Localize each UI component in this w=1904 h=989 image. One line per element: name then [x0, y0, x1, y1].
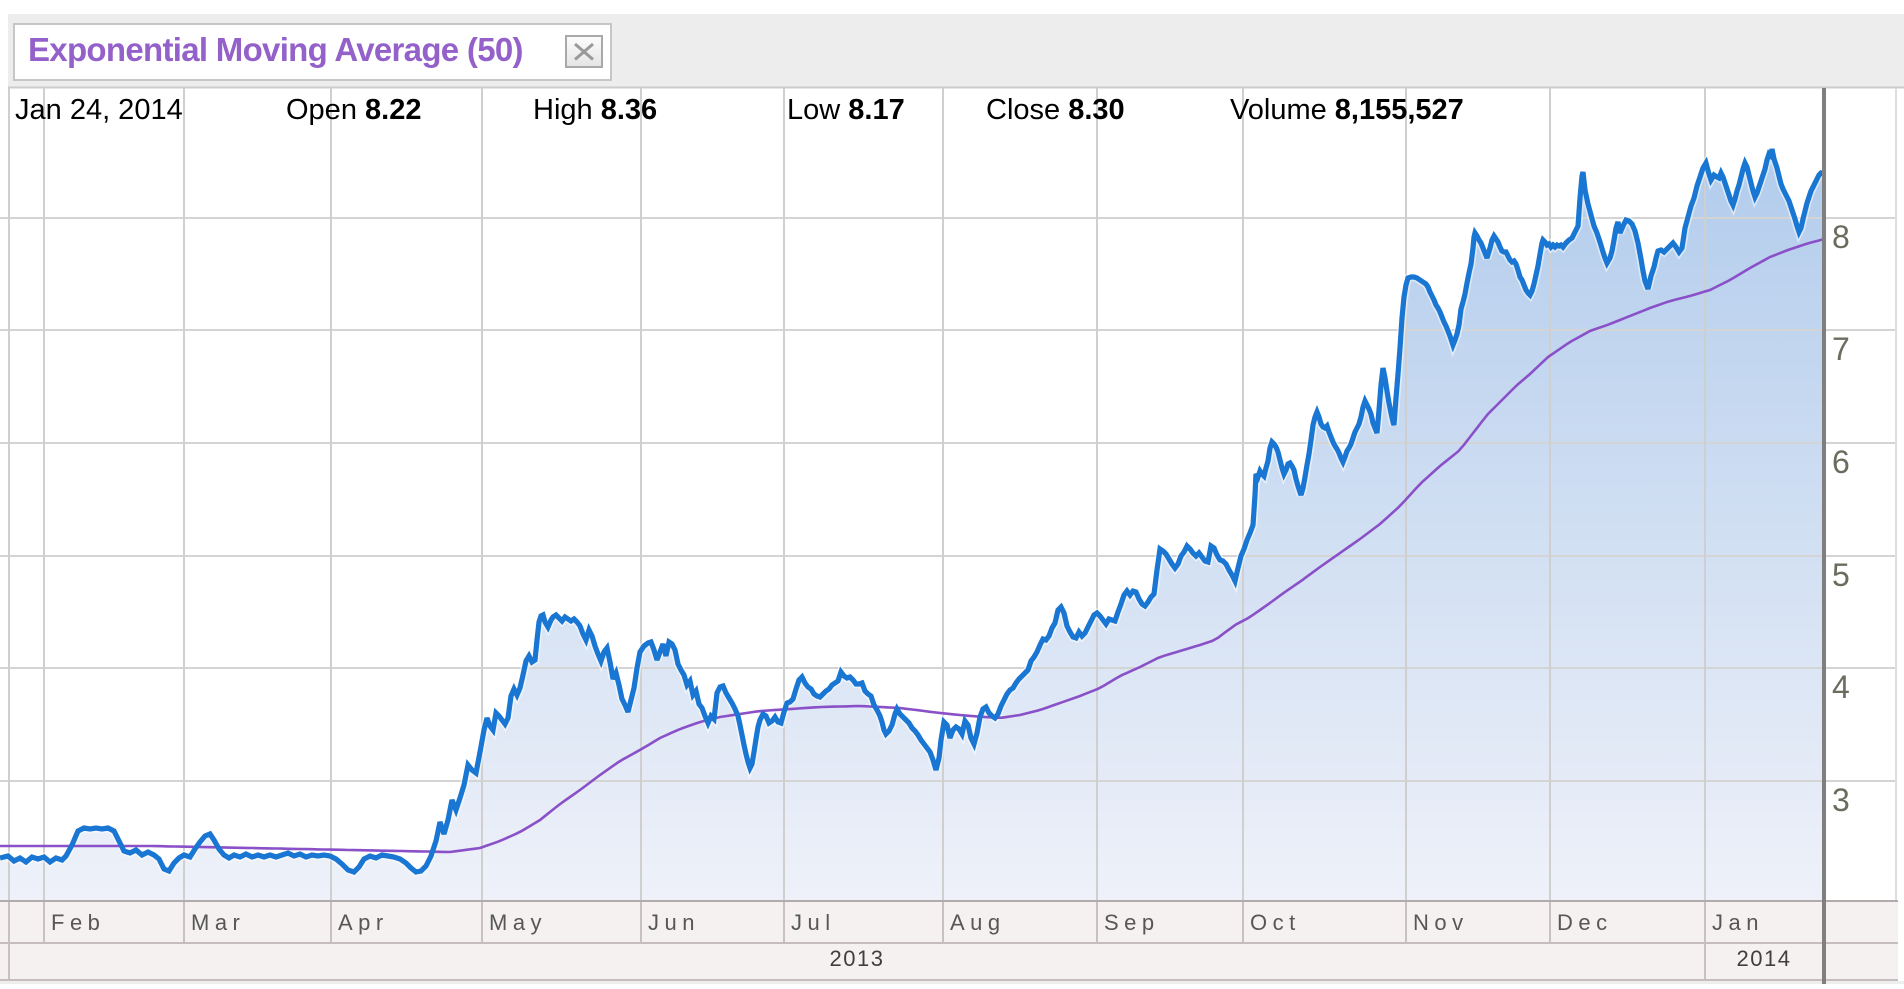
svg-text:5: 5 — [1832, 557, 1850, 593]
svg-text:Apr: Apr — [338, 910, 389, 935]
svg-text:May: May — [489, 910, 547, 935]
svg-text:7: 7 — [1832, 331, 1850, 367]
svg-text:Open 8.22: Open 8.22 — [286, 94, 421, 126]
svg-text:2014: 2014 — [1737, 946, 1792, 971]
svg-text:4: 4 — [1832, 669, 1850, 705]
svg-text:Feb: Feb — [51, 910, 105, 935]
svg-text:Jun: Jun — [648, 910, 700, 935]
svg-text:Exponential Moving Average (50: Exponential Moving Average (50) — [28, 31, 523, 68]
svg-text:Oct: Oct — [1250, 910, 1301, 935]
svg-text:Volume 8,155,527: Volume 8,155,527 — [1230, 94, 1464, 126]
svg-text:Dec: Dec — [1557, 910, 1613, 935]
svg-text:2013: 2013 — [830, 946, 885, 971]
svg-text:Mar: Mar — [191, 910, 245, 935]
svg-text:Aug: Aug — [950, 910, 1006, 935]
svg-text:8: 8 — [1832, 219, 1850, 255]
svg-text:Close 8.30: Close 8.30 — [986, 94, 1125, 126]
svg-text:Sep: Sep — [1104, 910, 1160, 935]
svg-text:Jan: Jan — [1712, 910, 1764, 935]
svg-text:Nov: Nov — [1413, 910, 1469, 935]
svg-text:Jan 24, 2014: Jan 24, 2014 — [15, 94, 183, 126]
svg-text:Low 8.17: Low 8.17 — [787, 94, 905, 126]
svg-text:Jul: Jul — [791, 910, 836, 935]
svg-text:6: 6 — [1832, 444, 1850, 480]
svg-text:High 8.36: High 8.36 — [533, 94, 657, 126]
svg-text:3: 3 — [1832, 782, 1850, 818]
